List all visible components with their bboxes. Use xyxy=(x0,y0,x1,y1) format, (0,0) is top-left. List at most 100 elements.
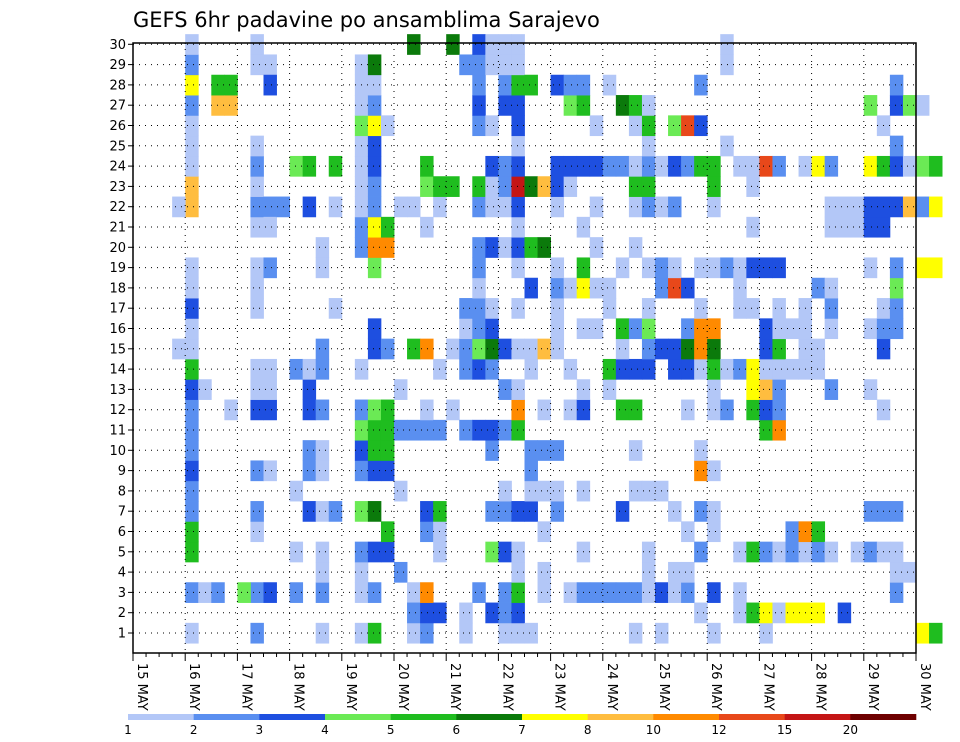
heatmap-cell xyxy=(863,541,878,563)
heatmap-cell xyxy=(641,257,656,279)
heatmap-cell xyxy=(485,358,499,380)
heatmap-cell xyxy=(694,298,708,319)
x-tick-label: 26 MAY xyxy=(708,663,723,711)
colorbar-swatch xyxy=(653,714,720,720)
heatmap-cell xyxy=(602,155,617,177)
heatmap-cell xyxy=(511,501,525,522)
heatmap-cell xyxy=(250,196,264,218)
heatmap-cell xyxy=(707,501,721,522)
heatmap-cell xyxy=(459,318,473,340)
heatmap-cell xyxy=(511,54,525,76)
heatmap-cell xyxy=(889,257,904,279)
heatmap-cell xyxy=(602,74,617,96)
colorbar-label: 10 xyxy=(646,723,661,737)
x-tick-label: 27 MAY xyxy=(760,663,775,711)
heatmap-cell xyxy=(772,419,786,441)
heatmap-cell xyxy=(746,541,760,563)
heatmap-cell xyxy=(889,277,904,299)
y-tick-label: 17 xyxy=(109,302,126,317)
heatmap-cell xyxy=(863,196,878,218)
y-tick-label: 7 xyxy=(118,505,126,520)
heatmap-cell xyxy=(459,358,473,380)
heatmap-cell xyxy=(485,501,499,522)
heatmap-cell xyxy=(394,419,408,441)
heatmap-cell xyxy=(211,582,225,603)
heatmap-cell xyxy=(511,399,525,421)
heatmap-cell xyxy=(250,582,264,603)
heatmap-cell xyxy=(472,277,486,299)
heatmap-cell xyxy=(615,358,630,380)
heatmap-cell xyxy=(785,521,799,543)
heatmap-cell xyxy=(315,338,330,360)
heatmap-cell xyxy=(315,622,330,644)
heatmap-cell xyxy=(641,95,656,116)
heatmap-cell xyxy=(367,338,382,360)
heatmap-cell xyxy=(224,399,238,421)
heatmap-cell xyxy=(785,541,799,563)
heatmap-cell xyxy=(185,95,199,116)
heatmap-cell xyxy=(472,34,486,55)
heatmap-cell xyxy=(289,582,304,603)
heatmap-cell xyxy=(367,501,382,522)
heatmap-cell xyxy=(733,582,747,603)
heatmap-cell xyxy=(185,338,199,360)
heatmap-cell xyxy=(367,155,382,177)
heatmap-cell xyxy=(524,338,538,360)
heatmap-cell xyxy=(263,196,277,218)
y-tick-label: 11 xyxy=(109,424,126,439)
heatmap-cell xyxy=(889,196,904,218)
heatmap-cell xyxy=(602,358,617,380)
heatmap-cell xyxy=(367,74,382,96)
heatmap-cell xyxy=(694,602,708,624)
heatmap-cell xyxy=(302,440,317,461)
heatmap-cell xyxy=(250,54,264,76)
heatmap-cell xyxy=(550,318,565,340)
heatmap-cell xyxy=(889,501,904,522)
colorbar-swatch xyxy=(719,714,785,720)
heatmap-cell xyxy=(511,216,525,238)
heatmap-cell xyxy=(733,541,747,563)
heatmap-cell xyxy=(380,541,395,563)
heatmap-cell xyxy=(185,440,199,461)
y-tick-label: 6 xyxy=(118,525,126,540)
y-tick-label: 28 xyxy=(109,78,126,93)
heatmap-cell xyxy=(628,622,643,644)
heatmap-cell xyxy=(315,541,330,563)
heatmap-cell xyxy=(420,501,434,522)
heatmap-cell xyxy=(367,318,382,340)
heatmap-cell xyxy=(511,237,525,258)
heatmap-cell xyxy=(681,155,695,177)
heatmap-cell xyxy=(302,379,317,400)
heatmap-cell xyxy=(772,155,786,177)
heatmap-cell xyxy=(772,541,786,563)
heatmap-cell xyxy=(472,196,486,218)
heatmap-cell xyxy=(811,602,826,624)
heatmap-cell xyxy=(720,54,734,76)
heatmap-cell xyxy=(367,54,382,76)
heatmap-cell xyxy=(772,379,786,400)
heatmap-cell xyxy=(863,501,878,522)
heatmap-cell xyxy=(641,318,656,340)
heatmap-cell xyxy=(537,440,551,461)
heatmap-cell xyxy=(537,399,551,421)
y-tick-label: 5 xyxy=(118,545,126,560)
heatmap-cell xyxy=(641,541,656,563)
heatmap-cell xyxy=(472,237,486,258)
heatmap-cell xyxy=(916,257,930,279)
heatmap-cell xyxy=(459,602,473,624)
heatmap-cell xyxy=(824,277,839,299)
heatmap-cell xyxy=(628,196,643,218)
heatmap-cell xyxy=(407,622,421,644)
x-tick-label: 30 MAY xyxy=(917,663,932,711)
heatmap-cell xyxy=(681,277,695,299)
heatmap-cell xyxy=(485,176,499,197)
heatmap-cell xyxy=(511,419,525,441)
heatmap-cell xyxy=(550,298,565,319)
colorbar-swatch xyxy=(193,714,260,720)
heatmap-cell xyxy=(250,257,264,279)
heatmap-cell xyxy=(511,115,525,137)
chart-title: GEFS 6hr padavine po ansamblima Sarajevo xyxy=(133,8,600,32)
heatmap-cell xyxy=(511,561,525,583)
colorbar-swatch xyxy=(784,714,851,720)
y-tick-label: 24 xyxy=(109,160,126,175)
